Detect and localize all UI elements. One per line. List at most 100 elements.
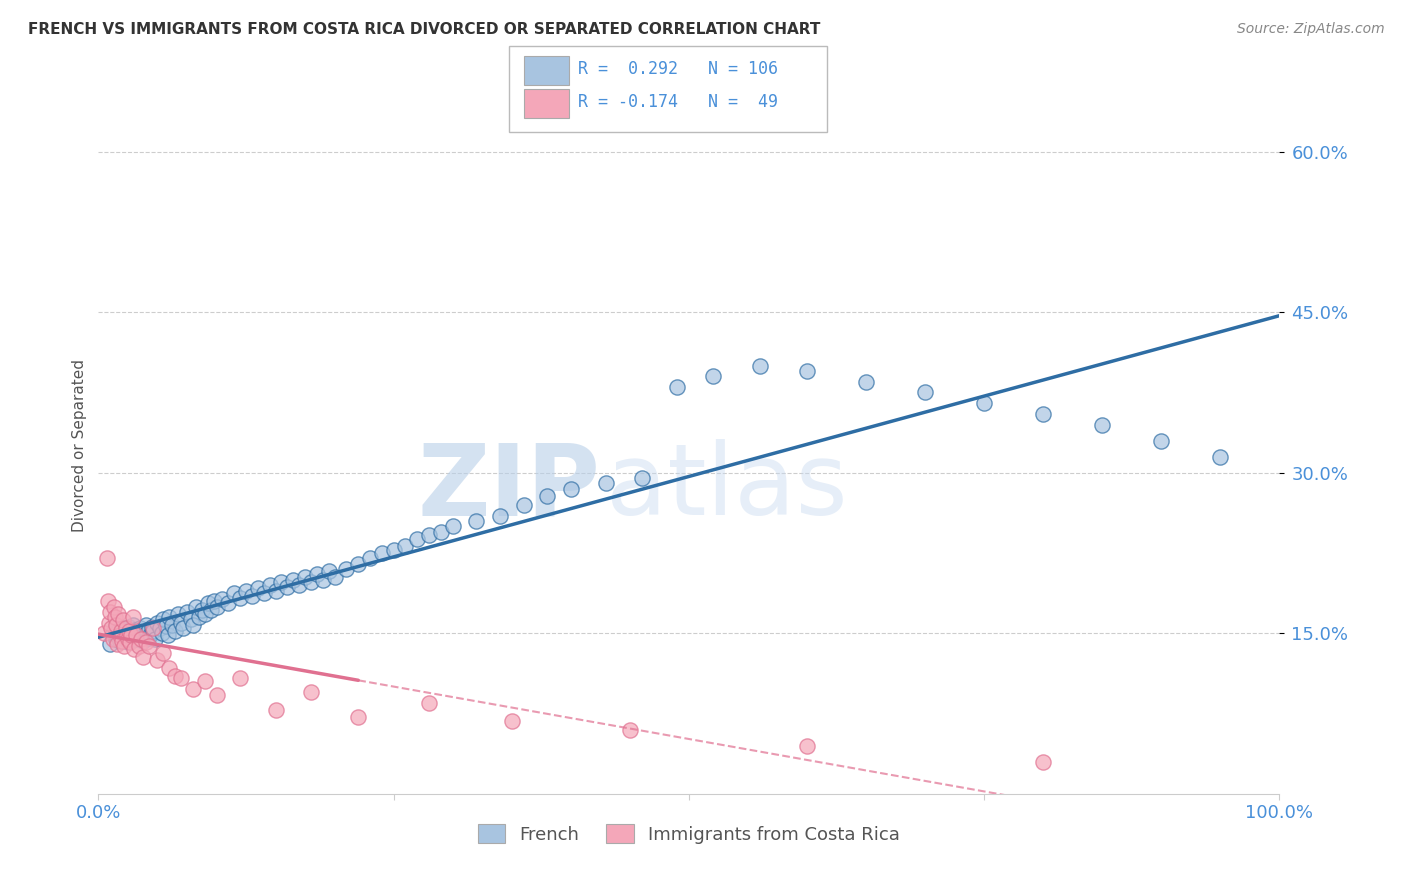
Point <box>394 539 416 553</box>
Point <box>115 628 138 642</box>
Point <box>217 596 239 610</box>
Point <box>202 594 225 608</box>
Point <box>536 489 558 503</box>
Point <box>224 585 246 599</box>
Point <box>112 625 135 640</box>
Text: FRENCH VS IMMIGRANTS FROM COSTA RICA DIVORCED OR SEPARATED CORRELATION CHART: FRENCH VS IMMIGRANTS FROM COSTA RICA DIV… <box>28 22 821 37</box>
Point <box>512 498 534 512</box>
Point <box>305 567 328 582</box>
Point <box>131 625 153 640</box>
Point <box>264 703 287 717</box>
Point <box>132 633 155 648</box>
Point <box>270 574 292 589</box>
Point <box>128 621 150 635</box>
Point <box>98 637 121 651</box>
Point <box>141 620 163 634</box>
Point <box>105 617 128 632</box>
Point <box>124 623 146 637</box>
Point <box>347 557 370 571</box>
Point <box>111 621 134 635</box>
Point <box>122 642 145 657</box>
Point <box>115 630 138 644</box>
Point <box>194 674 217 689</box>
Point <box>489 508 512 523</box>
Point <box>229 591 252 605</box>
Point <box>229 671 252 685</box>
Point <box>108 633 131 648</box>
Point <box>114 621 136 635</box>
Point <box>194 607 217 621</box>
Point <box>155 619 177 633</box>
Point <box>165 669 187 683</box>
Point <box>112 614 135 628</box>
Point <box>235 583 257 598</box>
Point <box>125 632 148 646</box>
Point <box>98 605 121 619</box>
Point <box>595 476 617 491</box>
Point <box>359 551 381 566</box>
Point <box>105 632 128 646</box>
Point <box>1032 407 1054 421</box>
Point <box>630 471 652 485</box>
Point <box>160 617 183 632</box>
Point <box>150 626 173 640</box>
Point <box>110 624 132 639</box>
Point <box>211 592 233 607</box>
Point <box>135 626 157 640</box>
Text: atlas: atlas <box>606 439 848 536</box>
Point <box>129 630 152 644</box>
Point <box>465 514 488 528</box>
Point <box>1209 450 1232 464</box>
Point <box>382 542 405 557</box>
Point <box>299 574 322 589</box>
Point <box>138 639 160 653</box>
Point <box>191 603 214 617</box>
Point <box>135 617 157 632</box>
Point <box>264 583 287 598</box>
Point <box>560 482 582 496</box>
Point <box>129 632 152 646</box>
Text: R =  0.292   N = 106: R = 0.292 N = 106 <box>578 60 778 78</box>
Point <box>186 599 208 614</box>
Point <box>112 631 135 645</box>
Point <box>253 585 276 599</box>
Point <box>118 624 141 639</box>
Point <box>748 359 770 373</box>
Point <box>170 615 193 630</box>
Point <box>107 607 129 621</box>
Point <box>112 639 135 653</box>
Point <box>120 635 142 649</box>
Point <box>166 607 188 621</box>
Point <box>371 546 394 560</box>
Point <box>197 596 219 610</box>
Point <box>111 633 134 648</box>
Point <box>170 671 193 685</box>
Point <box>101 626 124 640</box>
Point <box>318 564 340 578</box>
Point <box>1032 755 1054 769</box>
Point <box>114 623 136 637</box>
Point <box>93 626 115 640</box>
Point <box>127 624 149 639</box>
Point <box>283 573 305 587</box>
Point <box>118 620 141 634</box>
Point <box>128 627 150 641</box>
Legend: French, Immigrants from Costa Rica: French, Immigrants from Costa Rica <box>471 817 907 851</box>
Point <box>240 589 263 603</box>
Point <box>1091 417 1114 432</box>
Point <box>97 594 120 608</box>
Point <box>973 396 995 410</box>
Point <box>181 617 204 632</box>
Point <box>125 628 148 642</box>
Point <box>172 621 194 635</box>
Point <box>666 380 689 394</box>
Point <box>914 385 936 400</box>
Point <box>128 639 150 653</box>
Point <box>430 524 453 539</box>
Point <box>619 723 641 737</box>
Point <box>142 624 165 639</box>
Point <box>146 615 169 630</box>
Point <box>180 612 202 626</box>
Point <box>176 605 198 619</box>
Point <box>121 610 143 624</box>
